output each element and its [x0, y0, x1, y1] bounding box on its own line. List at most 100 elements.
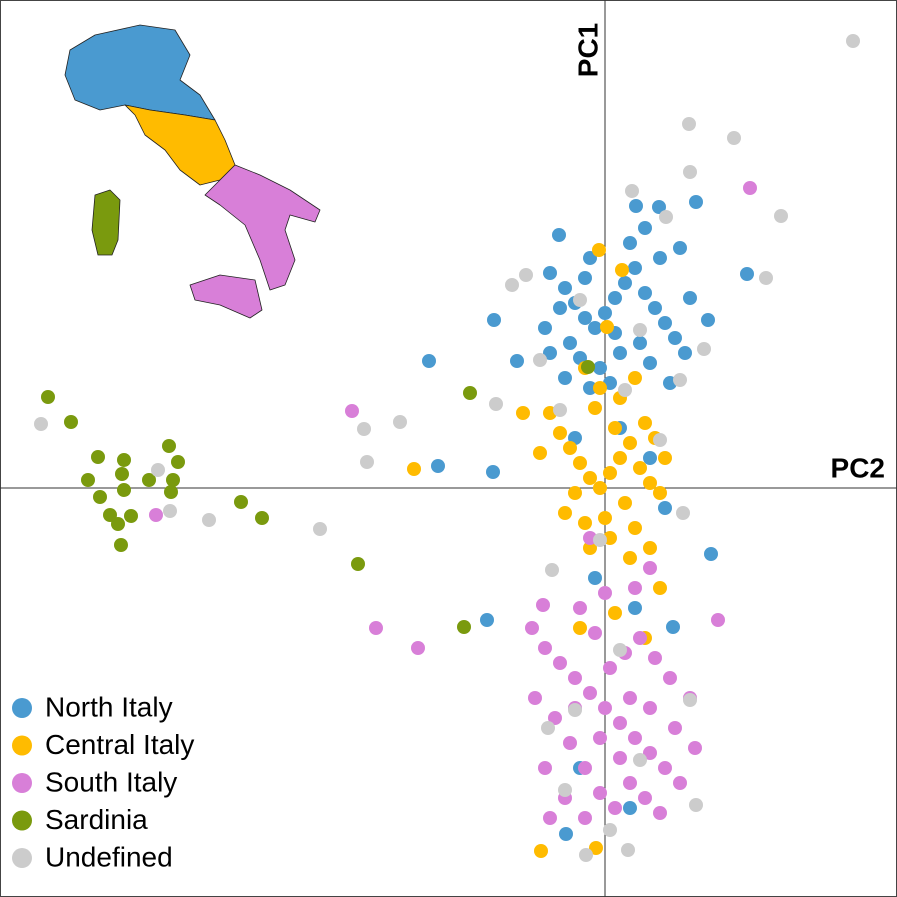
- point: [568, 486, 582, 500]
- point: [583, 251, 597, 265]
- point: [618, 383, 632, 397]
- point: [103, 508, 117, 522]
- point: [759, 271, 773, 285]
- point: [603, 823, 617, 837]
- legend-label: North Italy: [45, 691, 173, 722]
- point: [643, 451, 657, 465]
- point: [653, 581, 667, 595]
- point: [558, 371, 572, 385]
- point: [668, 721, 682, 735]
- point: [578, 271, 592, 285]
- point: [643, 356, 657, 370]
- point: [633, 336, 647, 350]
- point: [552, 228, 566, 242]
- point: [558, 281, 572, 295]
- point: [573, 621, 587, 635]
- point: [628, 521, 642, 535]
- point: [538, 761, 552, 775]
- point: [598, 701, 612, 715]
- point: [618, 276, 632, 290]
- point: [608, 291, 622, 305]
- point: [393, 415, 407, 429]
- point: [583, 541, 597, 555]
- point: [628, 731, 642, 745]
- point: [41, 390, 55, 404]
- point: [543, 346, 557, 360]
- point: [643, 541, 657, 555]
- point: [608, 421, 622, 435]
- point: [846, 34, 860, 48]
- point: [689, 798, 703, 812]
- point: [407, 462, 421, 476]
- point: [633, 631, 647, 645]
- italy-map: [64, 24, 321, 319]
- point: [164, 485, 178, 499]
- point: [592, 243, 606, 257]
- map-south: [204, 164, 321, 291]
- point: [628, 581, 642, 595]
- point: [653, 486, 667, 500]
- legend-swatch: [12, 773, 32, 793]
- point: [697, 342, 711, 356]
- point: [541, 721, 555, 735]
- point: [658, 451, 672, 465]
- point: [487, 313, 501, 327]
- point: [545, 563, 559, 577]
- point: [711, 613, 725, 627]
- point: [623, 801, 637, 815]
- point: [683, 693, 697, 707]
- point: [411, 641, 425, 655]
- point: [615, 263, 629, 277]
- legend-label: Sardinia: [45, 804, 148, 835]
- point: [608, 606, 622, 620]
- point: [578, 761, 592, 775]
- point: [673, 776, 687, 790]
- legend-swatch: [12, 698, 32, 718]
- point: [633, 753, 647, 767]
- point: [81, 473, 95, 487]
- point: [633, 461, 647, 475]
- point: [628, 261, 642, 275]
- point: [625, 184, 639, 198]
- point: [543, 266, 557, 280]
- point: [516, 406, 530, 420]
- point: [528, 691, 542, 705]
- point: [663, 671, 677, 685]
- map-sicily: [189, 274, 263, 319]
- point: [603, 466, 617, 480]
- point: [638, 416, 652, 430]
- point: [683, 291, 697, 305]
- point: [142, 473, 156, 487]
- point: [648, 651, 662, 665]
- point: [673, 241, 687, 255]
- legend-label: Central Italy: [45, 729, 194, 760]
- point: [536, 598, 550, 612]
- point: [171, 455, 185, 469]
- point: [357, 422, 371, 436]
- point: [533, 353, 547, 367]
- point: [93, 490, 107, 504]
- point: [573, 456, 587, 470]
- point: [234, 495, 248, 509]
- point: [573, 601, 587, 615]
- point: [510, 354, 524, 368]
- point: [117, 453, 131, 467]
- point: [583, 471, 597, 485]
- point: [688, 741, 702, 755]
- point: [613, 751, 627, 765]
- point: [486, 465, 500, 479]
- point: [673, 373, 687, 387]
- point: [613, 716, 627, 730]
- point: [600, 320, 614, 334]
- point: [676, 506, 690, 520]
- point: [111, 517, 125, 531]
- point: [593, 361, 607, 375]
- point: [578, 811, 592, 825]
- point: [682, 117, 696, 131]
- point: [345, 404, 359, 418]
- point: [548, 711, 562, 725]
- point: [538, 321, 552, 335]
